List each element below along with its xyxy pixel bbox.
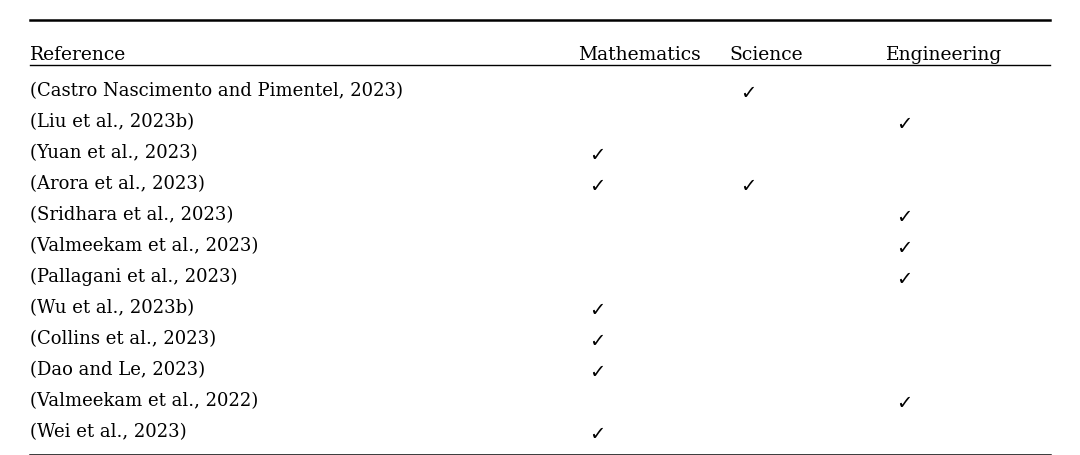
Text: (Liu et al., 2023b): (Liu et al., 2023b) [30,113,194,131]
Text: $\checkmark$: $\checkmark$ [589,144,604,163]
Text: $\checkmark$: $\checkmark$ [589,175,604,194]
Text: (Collins et al., 2023): (Collins et al., 2023) [30,329,216,347]
Text: $\checkmark$: $\checkmark$ [589,298,604,318]
Text: (Yuan et al., 2023): (Yuan et al., 2023) [30,144,198,162]
Text: (Sridhara et al., 2023): (Sridhara et al., 2023) [30,206,233,223]
Text: $\checkmark$: $\checkmark$ [589,329,604,349]
Text: (Valmeekam et al., 2023): (Valmeekam et al., 2023) [30,237,258,254]
Text: $\checkmark$: $\checkmark$ [896,113,912,132]
Text: (Dao and Le, 2023): (Dao and Le, 2023) [30,360,205,378]
Text: $\checkmark$: $\checkmark$ [740,82,755,101]
Text: Engineering: Engineering [886,46,1002,63]
Text: (Arora et al., 2023): (Arora et al., 2023) [30,175,205,192]
Text: (Wu et al., 2023b): (Wu et al., 2023b) [30,298,194,316]
Text: $\checkmark$: $\checkmark$ [896,391,912,410]
Text: (Pallagani et al., 2023): (Pallagani et al., 2023) [30,268,238,286]
Text: (Valmeekam et al., 2022): (Valmeekam et al., 2022) [30,391,258,409]
Text: $\checkmark$: $\checkmark$ [589,360,604,379]
Text: $\checkmark$: $\checkmark$ [896,237,912,256]
Text: (Wei et al., 2023): (Wei et al., 2023) [30,422,187,440]
Text: Mathematics: Mathematics [578,46,701,63]
Text: (Castro Nascimento and Pimentel, 2023): (Castro Nascimento and Pimentel, 2023) [30,82,403,100]
Text: $\checkmark$: $\checkmark$ [589,422,604,441]
Text: $\checkmark$: $\checkmark$ [896,268,912,287]
Text: $\checkmark$: $\checkmark$ [740,175,755,194]
Text: Reference: Reference [30,46,126,63]
Text: $\checkmark$: $\checkmark$ [896,206,912,225]
Text: Science: Science [729,46,802,63]
